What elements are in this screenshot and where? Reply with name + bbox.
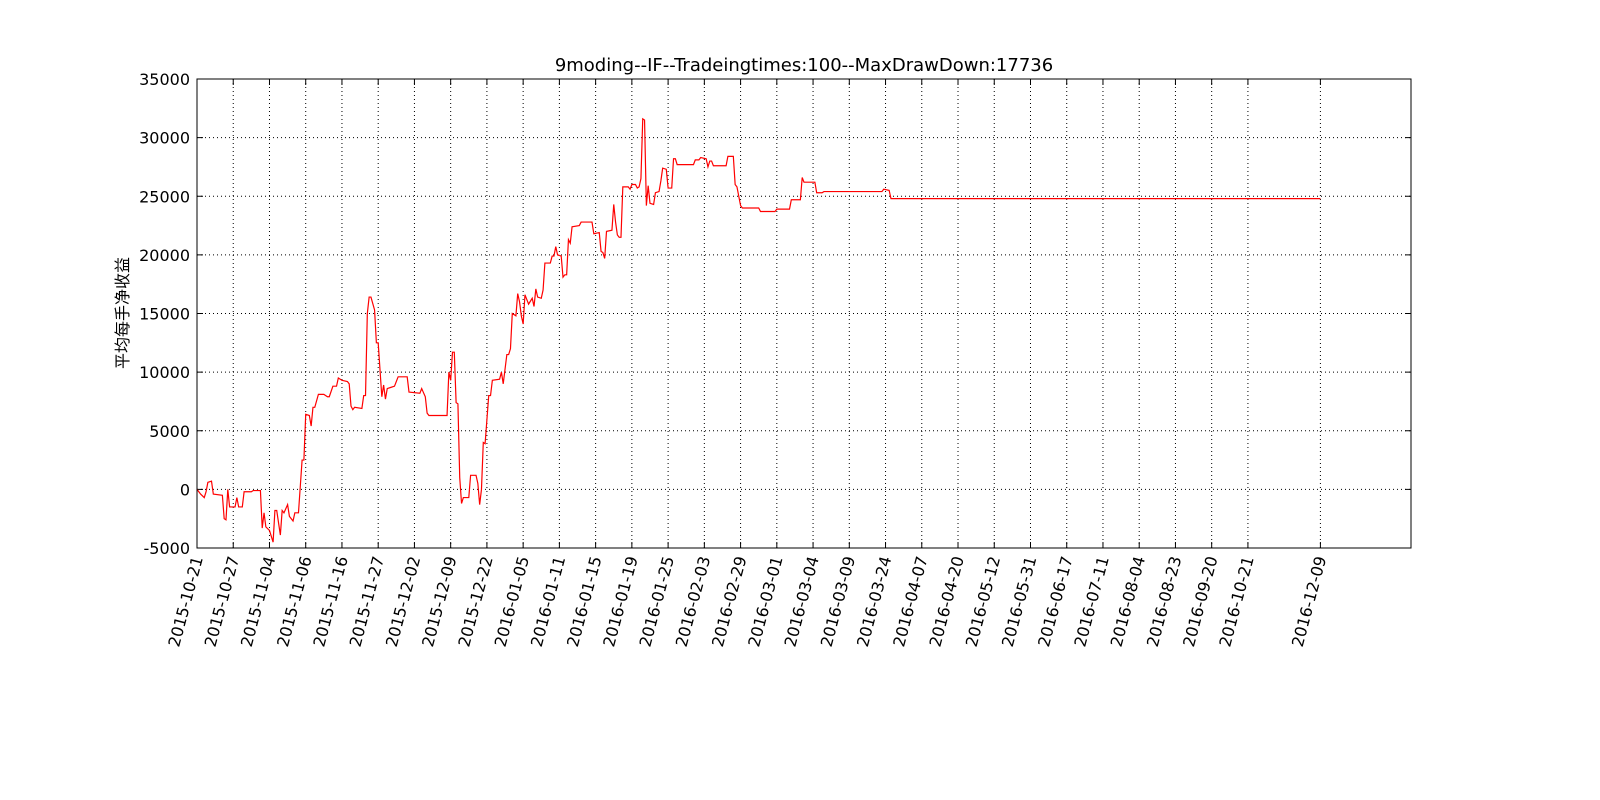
x-tick-label: 2015-12-22 xyxy=(454,554,496,649)
x-tick-label: 2016-04-07 xyxy=(889,554,931,649)
y-tick-label: 25000 xyxy=(139,187,190,206)
y-tick-label: 5000 xyxy=(149,422,190,441)
x-tick-label: 2016-01-15 xyxy=(563,554,605,649)
x-tick-label: 2016-03-04 xyxy=(781,554,823,649)
line xyxy=(196,117,1321,543)
x-tick-label: 2016-10-21 xyxy=(1215,554,1257,649)
y-tick-label: 35000 xyxy=(139,70,190,89)
x-tick-label: 2016-05-12 xyxy=(962,554,1004,649)
x-tick-label: 2016-01-05 xyxy=(491,554,533,649)
x-tick-label: 2016-03-24 xyxy=(853,554,895,649)
x-tick-label: 2016-08-23 xyxy=(1143,554,1185,649)
x-tick-label: 2016-03-01 xyxy=(744,554,786,649)
x-tick-label: 2016-07-11 xyxy=(1070,554,1112,649)
x-tick-label: 2015-11-16 xyxy=(309,554,351,649)
x-tick-label: 2016-01-25 xyxy=(636,554,678,649)
x-tick-label: 2015-10-27 xyxy=(201,554,243,649)
x-tick-label: 2015-12-02 xyxy=(382,554,424,649)
x-tick-label: 2016-12-09 xyxy=(1288,554,1330,649)
x-tick-label: 2016-01-11 xyxy=(527,554,569,649)
x-tick-label: 2015-12-09 xyxy=(418,554,460,649)
y-tick-label: 30000 xyxy=(139,129,190,148)
plot-frame xyxy=(196,78,1412,549)
x-tick-label: 2016-06-17 xyxy=(1034,554,1076,649)
y-tick-label: 0 xyxy=(180,480,190,499)
x-tick-label: 2015-11-27 xyxy=(346,554,388,649)
x-tick-label: 2015-10-21 xyxy=(164,554,206,649)
chart-title: 9moding--IF--Tradeingtimes:100--MaxDrawD… xyxy=(555,55,1053,76)
y-axis-label: 平均每手净收益 xyxy=(113,257,132,369)
x-tick-label: 2016-02-03 xyxy=(672,554,714,649)
y-tick-label: -5000 xyxy=(144,539,191,558)
x-tick-label: 2015-11-06 xyxy=(273,554,315,649)
x-tick-label: 2016-04-20 xyxy=(925,554,967,649)
y-tick-label: 20000 xyxy=(139,246,190,265)
y-tick-label: 15000 xyxy=(139,305,190,324)
x-tick-label: 2016-05-31 xyxy=(998,554,1040,649)
x-tick-label: 2016-08-04 xyxy=(1107,554,1149,649)
x-tick-label: 2016-01-19 xyxy=(599,554,641,649)
y-tick-label: 10000 xyxy=(139,363,190,382)
x-tick-label: 2016-09-20 xyxy=(1179,554,1221,649)
x-tick-label: 2016-03-09 xyxy=(817,554,859,649)
x-tick-label: 2016-02-29 xyxy=(708,554,750,649)
x-tick-label: 2015-11-04 xyxy=(237,554,279,649)
